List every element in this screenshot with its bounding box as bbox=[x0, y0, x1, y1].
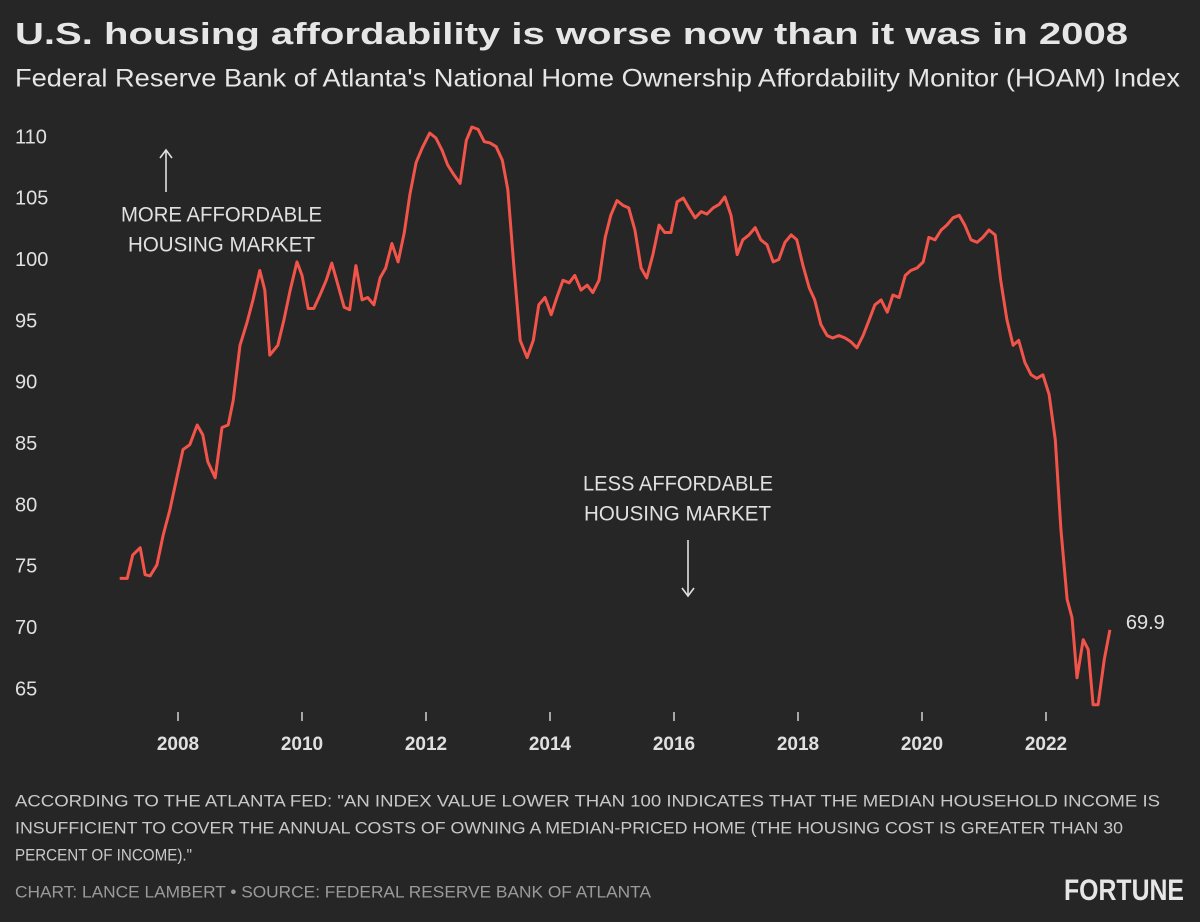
annotation: HOUSING MARKET bbox=[128, 234, 315, 257]
x-tick-label: 2018 bbox=[777, 734, 819, 755]
annotation: LESS AFFORDABLE bbox=[583, 473, 773, 496]
y-tick-label: 80 bbox=[15, 494, 37, 516]
y-tick-label: 70 bbox=[15, 617, 37, 639]
y-tick-label: 65 bbox=[15, 678, 37, 700]
arrow-down bbox=[681, 540, 695, 598]
arrow-up bbox=[159, 148, 173, 192]
y-tick-label: 75 bbox=[15, 556, 37, 578]
footnote: PERCENT OF INCOME)." bbox=[15, 845, 192, 864]
x-tick-label: 2016 bbox=[653, 734, 695, 755]
chart-subtitle: Federal Reserve Bank of Atlanta's Nation… bbox=[15, 65, 1181, 93]
footnote: INSUFFICIENT TO COVER THE ANNUAL COSTS O… bbox=[15, 818, 1123, 837]
x-tick-label: 2022 bbox=[1025, 734, 1067, 755]
y-tick-label: 95 bbox=[15, 310, 37, 332]
x-tick-label: 2020 bbox=[901, 734, 943, 755]
chart-title: U.S. housing affordability is worse now … bbox=[15, 16, 1128, 51]
x-tick-label: 2014 bbox=[529, 734, 572, 755]
credit: CHART: LANCE LAMBERT • SOURCE: FEDERAL R… bbox=[15, 882, 652, 901]
x-tick-label: 2010 bbox=[281, 734, 323, 755]
annotation: HOUSING MARKET bbox=[584, 503, 771, 526]
x-tick-label: 2012 bbox=[405, 734, 447, 755]
y-tick-label: 105 bbox=[15, 188, 48, 210]
y-tick-label: 110 bbox=[15, 126, 47, 148]
y-tick-label: 100 bbox=[15, 249, 48, 271]
x-tick-label: 2008 bbox=[157, 734, 199, 755]
end-value-label: 69.9 bbox=[1126, 612, 1165, 634]
y-tick-label: 85 bbox=[15, 433, 37, 455]
y-tick-label: 90 bbox=[15, 372, 37, 394]
series-line bbox=[119, 125, 1112, 707]
footnote: ACCORDING TO THE ATLANTA FED: "AN INDEX … bbox=[15, 791, 1160, 810]
brand-logo: FORTUNE bbox=[1064, 874, 1184, 907]
annotation: MORE AFFORDABLE bbox=[121, 204, 322, 227]
